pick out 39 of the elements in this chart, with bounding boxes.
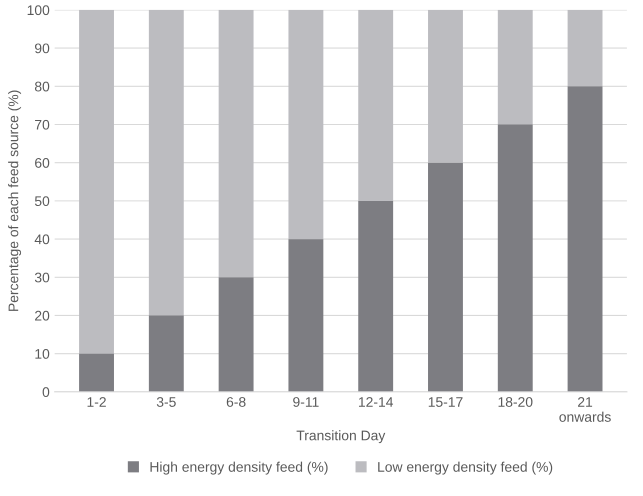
bar [568,10,602,86]
x-tick-label: 9-11 [293,397,319,407]
bar [428,162,463,392]
y-tick-label: 30 [34,272,50,282]
bar [428,10,463,163]
x-tick-label: 6-8 [226,397,246,407]
y-tick-label: 50 [34,196,50,206]
y-axis-title: Percentage of each feed source (%) [8,90,22,311]
bar [288,10,324,240]
y-tick-label: 90 [35,43,50,54]
y-tick-label: 100 [28,5,50,16]
y-tick-label: 60 [35,158,50,168]
x-tick-label: 18-20 [498,397,532,407]
bar [498,124,533,392]
x-tick-label: 1-2 [88,397,106,407]
bar [218,277,254,392]
x-tick-label: 21 onwards [559,397,611,422]
bar [79,354,114,392]
bar [218,10,254,278]
y-tick-label: 10 [35,348,50,359]
y-tick-label: 70 [35,120,50,130]
y-tick-label: 40 [34,234,50,244]
x-axis-title: Transition Day [296,430,386,444]
y-tick-label: 0 [42,387,50,398]
x-tick-label: 12-14 [358,397,394,407]
legend-label: Low energy density feed (%) [378,462,552,475]
bar [358,10,394,201]
bar [498,10,533,124]
y-tick-label: 20 [35,310,50,321]
x-tick-label: 15-17 [428,397,463,407]
bar [148,10,184,316]
bar [288,239,324,392]
x-tick-label: 3-5 [156,397,176,407]
bar [568,86,602,392]
bar [148,315,184,392]
bar [79,10,114,354]
bar [358,200,394,392]
legend-label: High energy density feed (%) [150,462,328,475]
y-tick-label: 80 [34,82,50,92]
